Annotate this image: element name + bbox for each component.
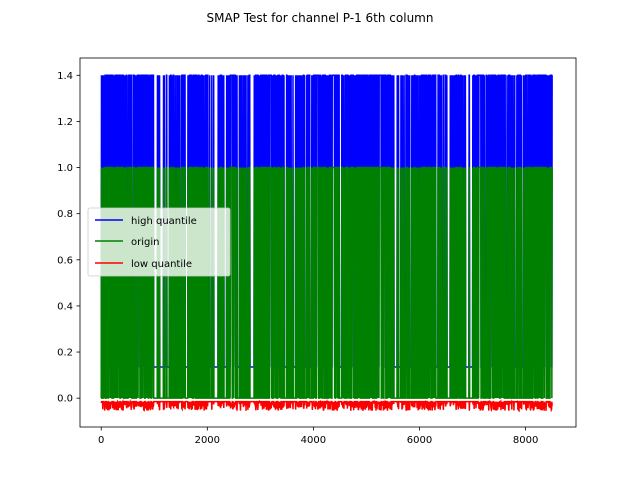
y-tick-label: 1.4 <box>57 71 73 82</box>
legend: high quantile origin low quantile <box>87 207 231 277</box>
y-tick-label: 1.0 <box>57 163 73 174</box>
x-axis: 0 2000 4000 6000 8000 <box>98 427 538 446</box>
x-tick-label: 8000 <box>513 435 538 446</box>
y-tick-label: 0.8 <box>57 209 73 220</box>
series-low-quantile <box>100 398 553 413</box>
chart-title: SMAP Test for channel P-1 6th column <box>207 11 434 25</box>
y-tick-label: 0.2 <box>57 348 73 359</box>
x-tick-label: 2000 <box>195 435 220 446</box>
y-tick-label: 0.0 <box>57 394 73 405</box>
legend-label-low-quantile: low quantile <box>131 259 192 270</box>
y-tick-label: 0.4 <box>57 301 73 312</box>
x-tick-label: 4000 <box>301 435 326 446</box>
legend-label-origin: origin <box>131 237 159 248</box>
series-origin <box>100 166 553 399</box>
axes-frame <box>79 57 577 428</box>
legend-box <box>87 207 231 277</box>
x-tick-label: 0 <box>98 435 104 446</box>
y-tick-label: 0.6 <box>57 255 73 266</box>
y-tick-label: 1.2 <box>57 117 73 128</box>
x-tick-label: 6000 <box>407 435 432 446</box>
legend-label-high-quantile: high quantile <box>131 216 197 227</box>
y-axis: 0.0 0.2 0.4 0.6 0.8 1.0 1.2 1.4 <box>57 71 80 405</box>
